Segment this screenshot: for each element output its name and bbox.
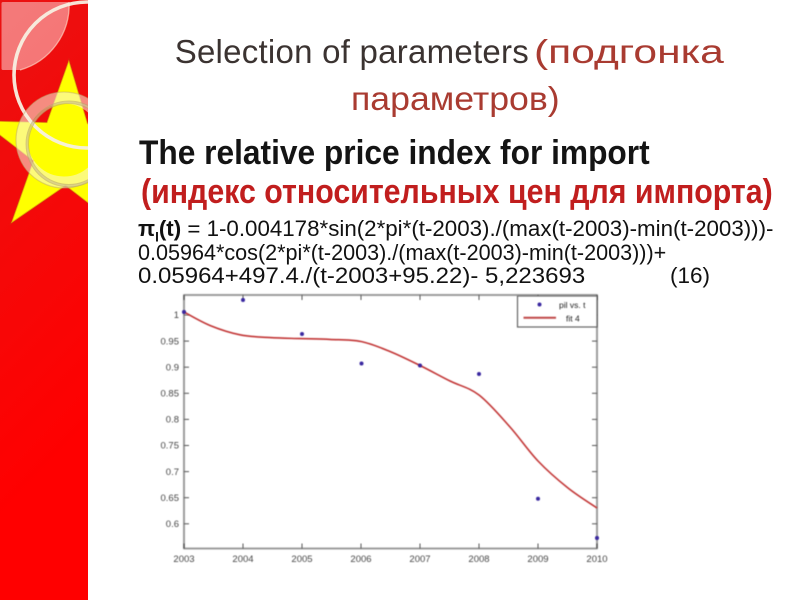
- svg-text:0.7: 0.7: [166, 467, 179, 478]
- svg-text:2006: 2006: [350, 554, 371, 565]
- svg-text:2004: 2004: [232, 554, 253, 565]
- svg-text:2009: 2009: [527, 554, 548, 565]
- svg-text:0.95: 0.95: [161, 336, 180, 347]
- svg-text:2005: 2005: [291, 554, 312, 565]
- svg-text:2003: 2003: [173, 554, 194, 565]
- svg-text:0.9: 0.9: [166, 362, 179, 373]
- svg-text:fit 4: fit 4: [566, 314, 580, 324]
- svg-text:0.85: 0.85: [161, 389, 180, 400]
- svg-text:0.8: 0.8: [166, 415, 179, 426]
- svg-text:0.6: 0.6: [166, 519, 179, 530]
- svg-text:1: 1: [174, 310, 179, 321]
- svg-text:2008: 2008: [468, 554, 489, 565]
- svg-text:2010: 2010: [586, 554, 607, 565]
- svg-text:0.65: 0.65: [161, 493, 180, 504]
- svg-text:0.75: 0.75: [161, 441, 180, 452]
- svg-text:pil vs. t: pil vs. t: [559, 300, 586, 310]
- svg-text:2007: 2007: [409, 554, 430, 565]
